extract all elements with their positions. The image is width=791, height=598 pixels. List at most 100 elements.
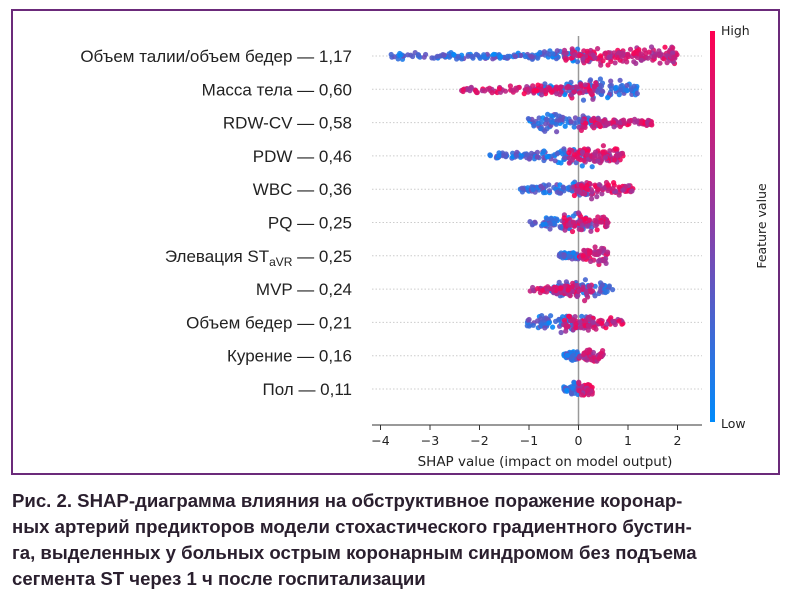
shap-point (552, 158, 558, 164)
shap-point (597, 353, 603, 359)
shap-point (616, 192, 622, 198)
shap-point (569, 228, 576, 235)
shap-point (570, 213, 577, 219)
shap-point (608, 78, 614, 84)
shap-point (549, 89, 555, 95)
shap-point (571, 88, 578, 95)
shap-point (595, 214, 601, 220)
shap-point (561, 253, 567, 260)
shap-point (537, 49, 543, 56)
shap-point (561, 47, 568, 53)
shap-point (562, 283, 568, 289)
shap-point (538, 119, 544, 125)
x-tick-label: −1 (520, 433, 538, 448)
shap-point (582, 248, 588, 254)
feature-label: Элевация STaVR — 0,25 (165, 247, 352, 269)
shap-point (586, 251, 592, 257)
shap-point (576, 379, 582, 385)
shap-point (589, 164, 595, 170)
shap-point (623, 55, 629, 61)
shap-point (465, 53, 471, 59)
x-tick-label: 0 (575, 433, 583, 448)
shap-point (534, 154, 540, 160)
shap-point (581, 352, 587, 358)
shap-point (596, 122, 603, 128)
shap-point (542, 128, 548, 134)
shap-point (594, 194, 600, 200)
shap-point (618, 83, 624, 89)
shap-point (591, 115, 597, 121)
shap-point (664, 60, 670, 66)
shap-point (586, 217, 593, 223)
shap-point (558, 289, 564, 296)
shap-point (489, 90, 495, 96)
shap-point (582, 82, 588, 88)
shap-point (474, 89, 480, 96)
shap-point (638, 51, 644, 57)
caption-line: сегмента ST через 1 ч после госпитализац… (12, 568, 426, 589)
shap-point (583, 120, 589, 126)
feature-label: Курение — 0,16 (227, 347, 352, 366)
shap-point (599, 88, 605, 94)
shap-point (542, 121, 549, 127)
shap-point (547, 226, 553, 232)
x-tick-label: −4 (371, 433, 389, 448)
shap-point (564, 85, 570, 91)
feature-label: Объем талии/объем бедер — 1,17 (80, 47, 352, 66)
shap-point (577, 53, 583, 59)
feature-label: WBC — 0,36 (253, 180, 352, 199)
shap-point (500, 153, 506, 159)
shap-point (573, 84, 579, 90)
shap-point (634, 119, 640, 125)
shap-point (604, 288, 610, 295)
shap-point (590, 319, 597, 325)
shap-point (651, 54, 658, 60)
shap-point (596, 249, 603, 255)
shap-point (538, 321, 544, 327)
shap-point (544, 216, 550, 222)
shap-point (575, 155, 581, 162)
shap-point (543, 116, 550, 122)
shap-point (570, 317, 576, 323)
shap-point (589, 123, 596, 129)
shap-point (587, 77, 594, 83)
shap-point (600, 258, 607, 264)
shap-point (572, 52, 578, 58)
x-tick-label: 2 (674, 433, 682, 448)
shap-point (579, 392, 585, 398)
shap-point (591, 155, 598, 161)
shap-point (599, 191, 605, 197)
shap-point (530, 187, 536, 193)
shap-point (579, 149, 586, 155)
shap-point (577, 319, 583, 325)
caption-line: Рис. 2. SHAP-диаграмма влияния на обстру… (12, 490, 683, 511)
shap-point (590, 96, 596, 102)
shap-point (546, 188, 553, 194)
shap-point (595, 89, 601, 95)
shap-point (522, 53, 528, 60)
shap-point (566, 313, 573, 319)
shap-point (580, 56, 586, 62)
shap-point (557, 190, 564, 196)
shap-point (558, 84, 564, 90)
shap-point (569, 391, 575, 397)
shap-point (562, 227, 568, 233)
shap-point (536, 115, 542, 121)
shap-point (584, 357, 590, 363)
shap-point (561, 215, 567, 221)
shap-point (577, 218, 583, 224)
shap-point (558, 329, 564, 336)
shap-point (540, 221, 546, 228)
shap-point (633, 60, 639, 66)
shap-point (634, 91, 640, 97)
x-tick-label: −3 (421, 433, 439, 448)
shap-point (585, 387, 591, 393)
figure-frame (11, 9, 780, 475)
shap-point (544, 154, 550, 160)
shap-point (571, 192, 578, 199)
shap-point (554, 151, 560, 157)
shap-point (610, 119, 617, 125)
shap-point (670, 45, 676, 51)
shap-point (528, 150, 535, 156)
shap-point (553, 318, 559, 324)
